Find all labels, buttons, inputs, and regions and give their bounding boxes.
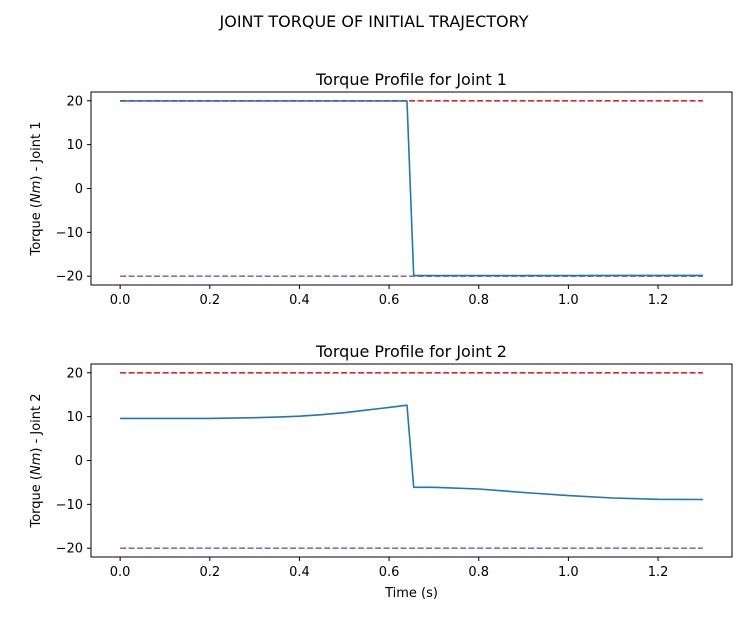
y-axis-label-part: Torque ( <box>29 475 44 529</box>
x-tick-label: 1.2 <box>648 565 669 580</box>
y-axis-label-part: Nm <box>29 453 44 475</box>
y-axis-label-part: Torque ( <box>29 203 44 257</box>
x-tick-label: 0.2 <box>199 565 220 580</box>
y-axis-label: Torque (Nm) - Joint 2 <box>29 393 44 528</box>
y-tick-label: −20 <box>56 270 83 285</box>
y-tick-label: 10 <box>66 138 83 153</box>
y-axis-label-part: ) - Joint 1 <box>29 121 44 180</box>
x-tick-label: 0.8 <box>468 293 489 308</box>
joint-2-torque-axes: 0.0 0.2 0.4 0.6 0.8 1.0 1.2 20 10 0 −10 −20 Torque P… <box>29 342 733 601</box>
y-tick-label: 0 <box>75 454 83 469</box>
x-tick-label: 0.6 <box>379 293 400 308</box>
x-tick-label: 0.0 <box>110 293 131 308</box>
x-tick-label: 0.2 <box>199 293 220 308</box>
axes-frame <box>90 91 733 286</box>
y-axis-label-part: Nm <box>29 181 44 203</box>
y-axis-label-part: ) - Joint 2 <box>29 393 44 452</box>
y-tick-label: −10 <box>56 498 83 513</box>
axes-title: Torque Profile for Joint 1 <box>315 70 507 89</box>
x-tick-label: 0.8 <box>468 565 489 580</box>
y-tick-label: −10 <box>56 226 83 241</box>
x-tick-label: 1.2 <box>648 293 669 308</box>
y-axis-label: Torque (Nm) - Joint 1 <box>29 121 44 256</box>
x-tick-label: 1.0 <box>558 565 579 580</box>
x-tick-label: 0.0 <box>110 565 131 580</box>
x-axis-label: Time (s) <box>384 586 438 601</box>
y-tick-label: −20 <box>56 542 83 557</box>
y-tick-label: 20 <box>66 366 83 381</box>
x-tick-label: 0.6 <box>379 565 400 580</box>
axes-title: Torque Profile for Joint 2 <box>315 342 507 361</box>
series-torque-line <box>120 404 703 501</box>
y-tick-label: 20 <box>66 94 83 109</box>
figure-suptitle: JOINT TORQUE OF INITIAL TRAJECTORY <box>219 12 529 31</box>
joint-1-torque-axes: 0.0 0.2 0.4 0.6 0.8 1.0 1.2 20 10 0 −10 −20 Torque P… <box>29 70 733 308</box>
y-tick-label: 10 <box>66 410 83 425</box>
x-tick-label: 0.4 <box>289 293 310 308</box>
x-tick-label: 1.0 <box>558 293 579 308</box>
y-tick-label: 0 <box>75 182 83 197</box>
x-tick-label: 0.4 <box>289 565 310 580</box>
series-torque-line <box>120 100 703 277</box>
